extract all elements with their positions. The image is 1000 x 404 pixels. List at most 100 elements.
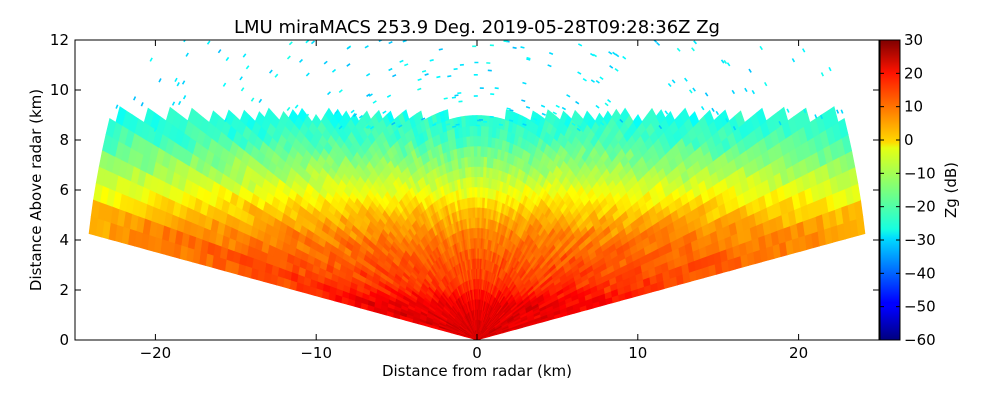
speckle-mark	[158, 78, 161, 82]
speckle-mark	[480, 87, 484, 89]
speckle-mark	[814, 114, 817, 118]
speckle-mark	[243, 53, 247, 57]
radar-cell	[477, 218, 479, 228]
radar-cell	[484, 136, 488, 147]
speckle-mark	[474, 95, 478, 97]
speckle-mark	[241, 87, 245, 91]
speckle-mark	[599, 76, 603, 80]
speckle-mark	[732, 90, 735, 94]
radar-cell	[474, 177, 477, 187]
speckle-mark	[251, 97, 255, 101]
speckle-mark	[454, 68, 458, 70]
radar-cell	[470, 136, 474, 146]
radar-cell	[473, 115, 477, 125]
x-tick-label: 10	[628, 344, 647, 362]
speckle-mark	[436, 76, 440, 78]
speckle-mark	[289, 41, 293, 45]
speckle-mark	[759, 46, 763, 50]
speckle-mark	[836, 109, 839, 113]
speckle-mark	[178, 101, 181, 105]
y-axis-label: Distance Above radar (km)	[27, 89, 45, 291]
colorbar-gradient	[880, 40, 900, 340]
speckle-mark	[458, 100, 462, 102]
speckle-mark	[490, 93, 494, 95]
speckle-mark	[299, 59, 303, 63]
speckle-mark	[351, 110, 355, 114]
speckle-mark	[520, 46, 524, 48]
speckle-mark	[693, 40, 697, 44]
speckle-mark	[172, 101, 175, 105]
speckle-mark	[684, 78, 688, 82]
speckle-mark	[324, 61, 328, 65]
speckle-mark	[332, 69, 336, 73]
reflectivity-field	[89, 107, 865, 340]
speckle-mark	[689, 89, 693, 93]
chart-title: LMU miraMACS 253.9 Deg. 2019-05-28T09:28…	[234, 17, 720, 38]
speckle-mark	[483, 121, 487, 123]
x-tick-label: 20	[789, 344, 808, 362]
speckle-mark	[622, 56, 626, 60]
speckle-mark	[476, 125, 480, 127]
speckle-mark	[605, 102, 609, 106]
speckle-mark	[454, 94, 458, 96]
speckle-mark	[577, 71, 581, 74]
speckle-mark	[269, 70, 273, 74]
speckle-mark	[495, 87, 499, 89]
speckle-mark	[609, 65, 613, 69]
radar-cell	[477, 207, 479, 217]
colorbar-tick-label: −50	[904, 298, 936, 316]
speckle-mark	[711, 108, 714, 112]
speckle-mark	[388, 68, 392, 71]
speckle-mark	[512, 47, 516, 49]
speckle-mark	[223, 83, 227, 87]
speckle-mark	[828, 67, 831, 71]
speckle-mark	[339, 89, 343, 93]
speckle-mark	[287, 107, 291, 111]
speckle-mark	[490, 44, 494, 46]
speckle-mark	[596, 80, 600, 84]
colorbar-tick-label: −30	[904, 231, 936, 249]
speckle-mark	[542, 113, 546, 116]
speckle-mark	[444, 97, 448, 99]
speckle-mark	[474, 62, 478, 64]
speckle-mark	[677, 48, 681, 52]
speckle-mark	[691, 47, 695, 51]
speckle-mark	[506, 108, 510, 110]
radar-cell	[481, 136, 485, 146]
speckle-mark	[365, 45, 369, 48]
x-axis-label: Distance from radar (km)	[382, 362, 572, 380]
radar-cell	[302, 285, 309, 294]
speckle-mark	[141, 102, 144, 106]
radar-cell	[473, 126, 477, 136]
y-tick-label: 4	[59, 231, 69, 249]
speckle-mark	[388, 41, 392, 44]
colorbar-label: Zg (dB)	[942, 162, 960, 218]
speckle-mark	[373, 100, 377, 104]
speckle-mark	[287, 56, 291, 60]
speckle-mark	[566, 94, 570, 97]
radar-cell	[480, 177, 483, 187]
speckle-mark	[306, 73, 310, 77]
speckle-mark	[246, 65, 250, 69]
speckle-mark	[615, 54, 619, 58]
radar-cell	[481, 126, 485, 137]
radar-cell	[477, 177, 480, 187]
speckle-mark	[452, 97, 456, 99]
radar-cell	[481, 116, 485, 127]
speckle-mark	[615, 68, 619, 72]
speckle-mark	[404, 63, 408, 66]
speckle-mark	[821, 72, 824, 76]
speckle-mark	[575, 101, 579, 105]
speckle-mark	[295, 105, 299, 109]
y-tick-label: 6	[59, 181, 69, 199]
speckle-mark	[744, 88, 747, 92]
speckle-mark	[562, 107, 566, 110]
x-tick-label: 0	[472, 344, 482, 362]
radar-cell	[477, 156, 480, 166]
speckle-mark	[399, 60, 403, 63]
speckle-mark	[430, 59, 434, 62]
speckle-mark	[460, 64, 464, 66]
speckle-mark	[311, 40, 315, 44]
speckle-mark	[150, 57, 153, 61]
